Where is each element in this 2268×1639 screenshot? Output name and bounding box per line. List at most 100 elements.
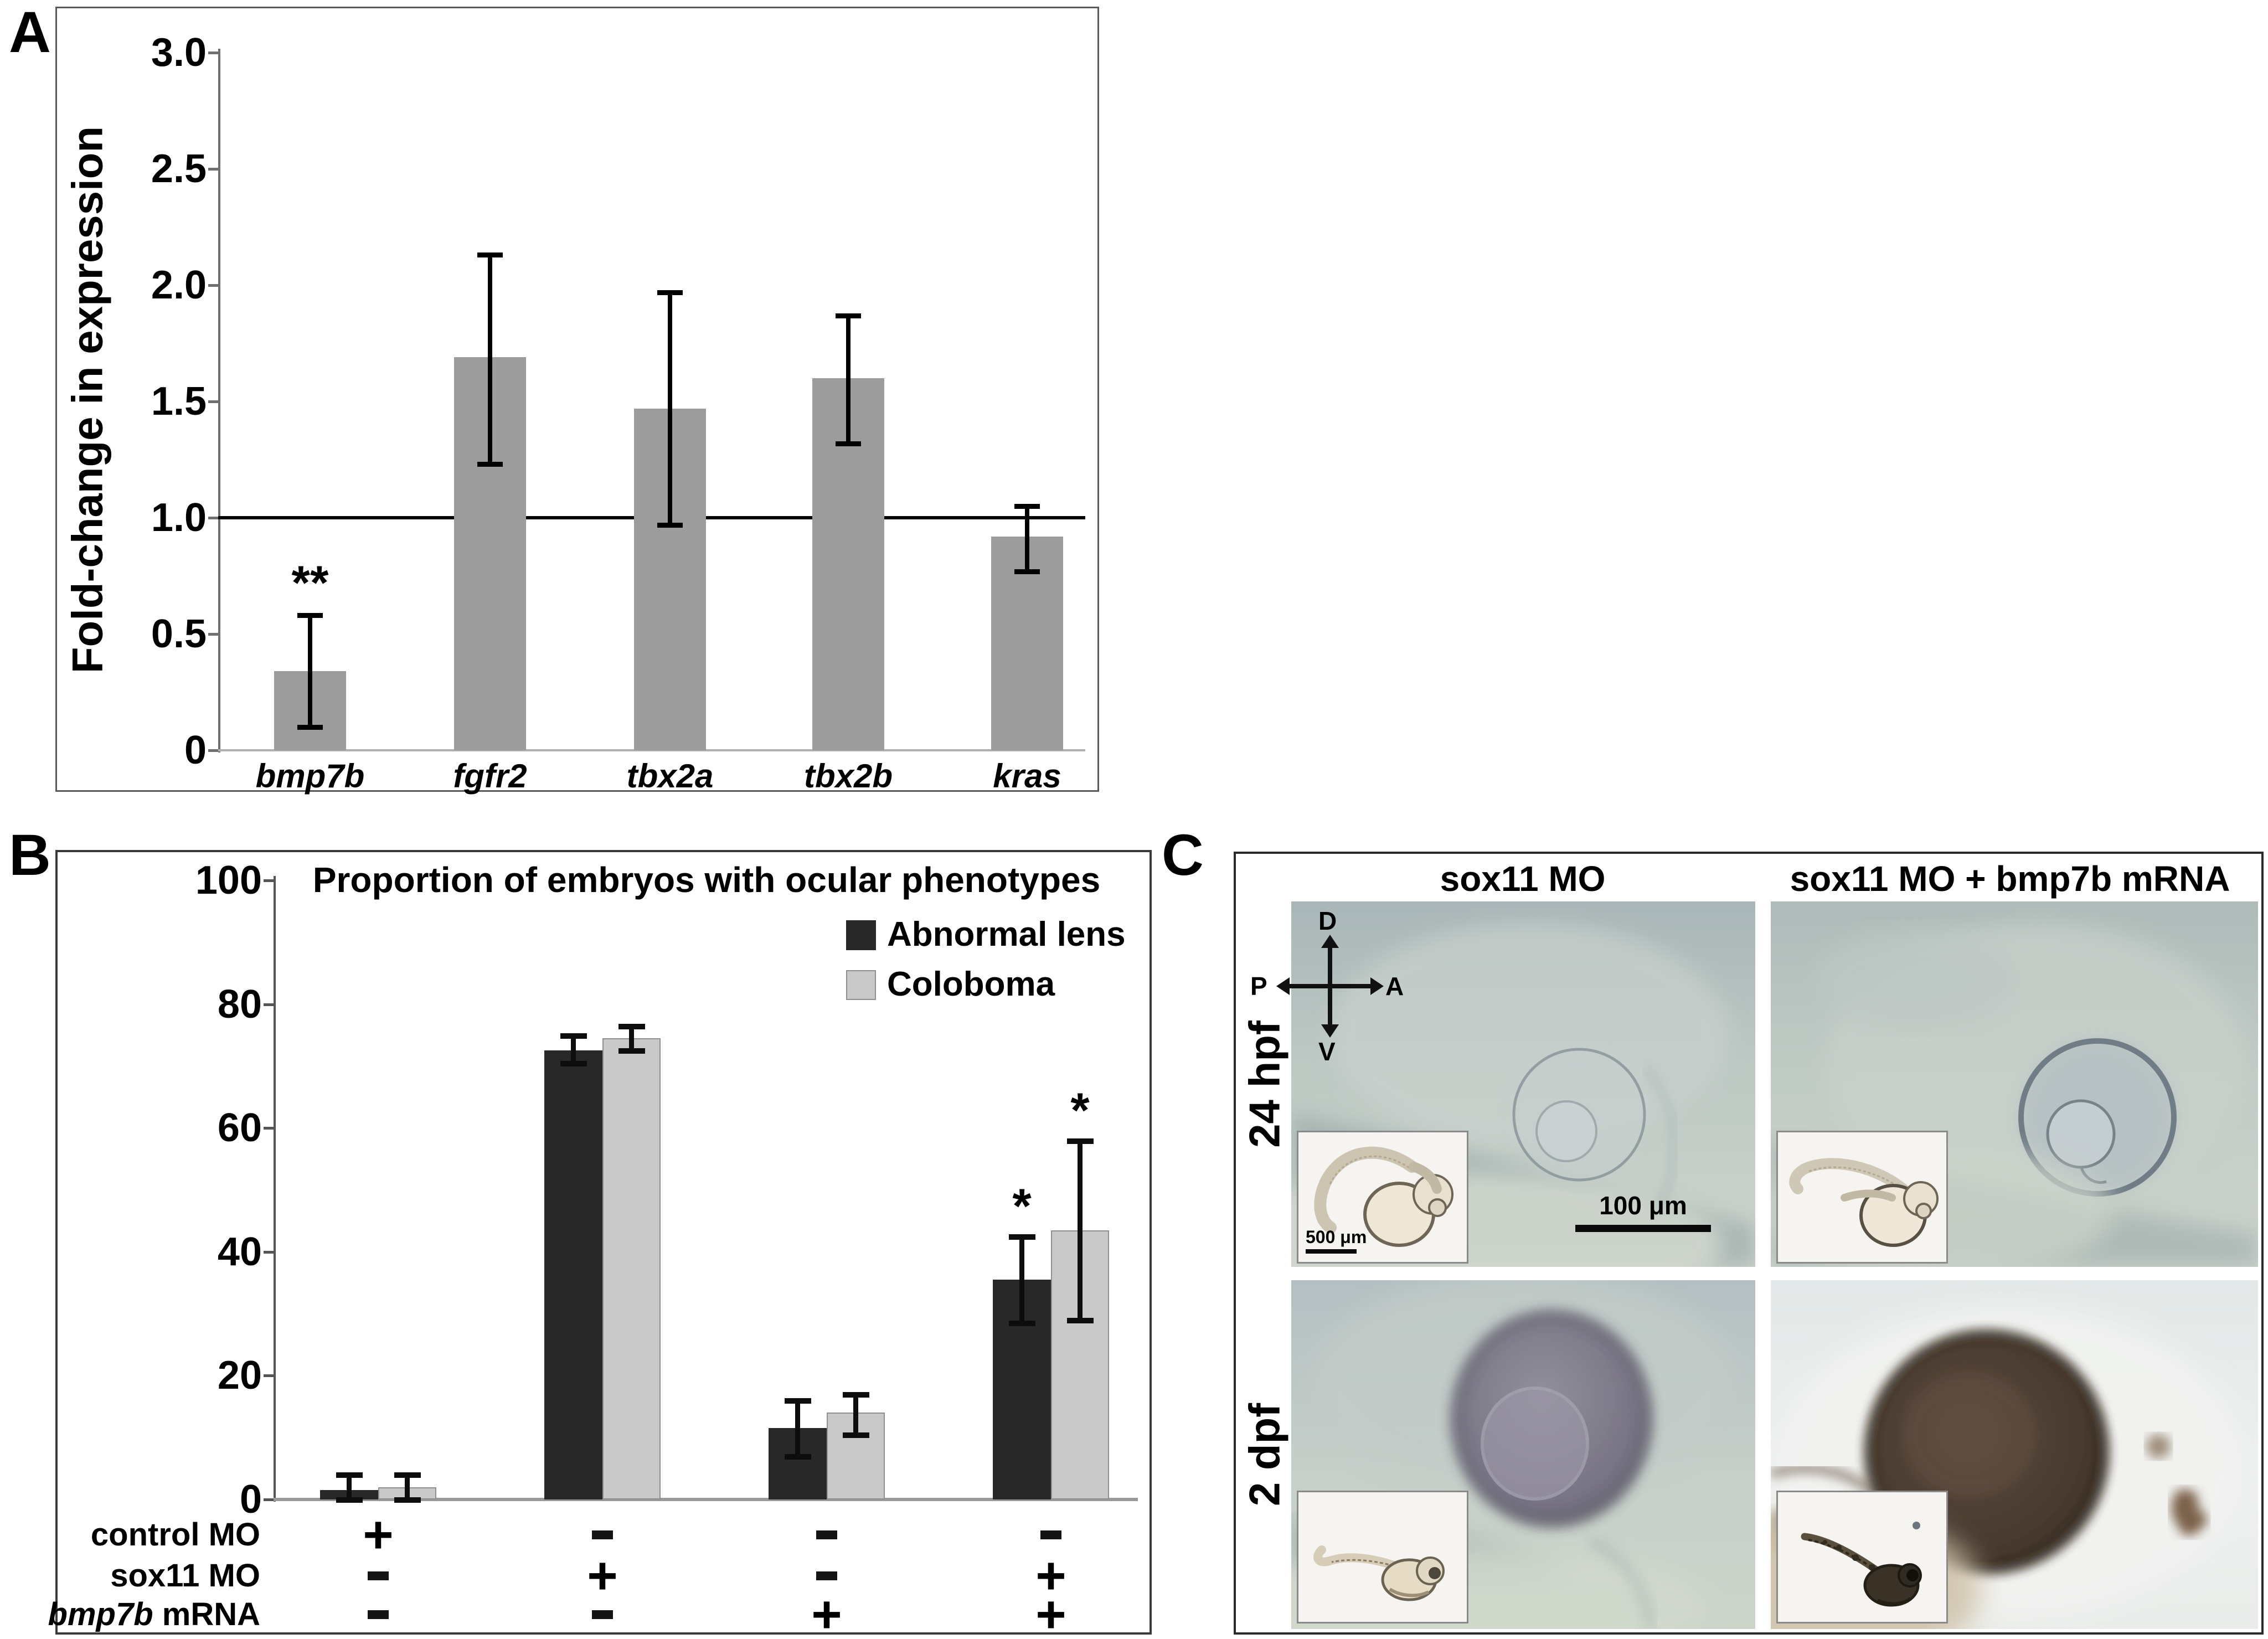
error-bar-tbx2a: [668, 292, 672, 525]
condition-row-label-italic: bmp7b: [48, 1596, 153, 1632]
error-cap-bottom-g2-s1: [618, 1048, 645, 1054]
compass-arrow-left-icon: [1276, 977, 1290, 995]
error-bar-g2-s0: [571, 1035, 576, 1063]
compass-arrow-right-icon: [1370, 977, 1384, 995]
panel-b-ytick-mark: [264, 1374, 274, 1378]
panel-b-ytick-label: 60: [217, 1106, 262, 1151]
bar-group2-coloboma: [602, 1038, 661, 1499]
condition-minus-g3-r1: [816, 1571, 837, 1580]
error-cap-bottom-g3-s1: [842, 1432, 869, 1438]
compass-arrow-up-icon: [1321, 935, 1339, 948]
error-cap-bottom-tbx2b: [836, 441, 861, 446]
compass-horizontal-line: [1288, 984, 1372, 988]
condition-plus-g4-r1: +: [1035, 1547, 1066, 1605]
error-cap-top-tbx2b: [836, 313, 861, 318]
panel-a-ytick-mark: [208, 749, 218, 752]
error-bar-g3-s1: [853, 1394, 858, 1435]
condition-minus-g2-r2: [592, 1610, 613, 1619]
error-bar-g3-s0: [795, 1400, 800, 1456]
panel-b-ytick-mark: [264, 1003, 274, 1006]
error-cap-bottom-g4-s1: [1066, 1317, 1094, 1323]
error-cap-bottom-kras: [1014, 569, 1040, 574]
condition-minus-g3-r0: [816, 1530, 837, 1539]
panel-a-ytick-mark: [208, 168, 218, 171]
condition-minus-g2-r0: [592, 1530, 613, 1539]
panel-a-ytick-mark: [208, 633, 218, 636]
significance-g4-s1: *: [1070, 1082, 1090, 1137]
scale-bar-500um-label: 500 μm: [1306, 1227, 1367, 1247]
error-bar-g2-s1: [629, 1025, 634, 1051]
panel-b-ytick-mark: [264, 879, 274, 882]
condition-row-label-2: bmp7b mRNA: [17, 1596, 260, 1633]
error-cap-top-g3-s0: [784, 1398, 811, 1404]
panel-b-ytick-label: 20: [217, 1353, 262, 1398]
legend-swatch-abnormal-lens: [846, 920, 876, 950]
compass-posterior-letter: P: [1250, 972, 1267, 1001]
error-cap-top-fgfr2: [477, 252, 503, 258]
panel-a-ytick-label: 3.0: [151, 30, 207, 75]
condition-minus-g1-r2: [368, 1610, 389, 1619]
xcat-label-tbx2a: tbx2a: [626, 757, 714, 795]
condition-row-label-text: control MO: [90, 1517, 260, 1553]
error-cap-bottom-bmp7b: [297, 725, 323, 730]
error-cap-bottom-g1-s1: [394, 1497, 421, 1503]
panel-b-y-axis: [274, 876, 276, 1502]
panel-b-title: Proportion of embryos with ocular phenot…: [312, 860, 1101, 900]
panel-a-ytick-mark: [208, 517, 218, 519]
error-bar-kras: [1025, 506, 1029, 571]
panel-a-ytick-mark: [208, 51, 218, 54]
panel-c-row-label-2dpf: 2 dpf: [1240, 1403, 1289, 1507]
error-bar-tbx2b: [846, 315, 850, 444]
panel-a-ytick-label: 1.5: [151, 379, 207, 424]
panel-b-ytick-mark: [264, 1498, 274, 1501]
panel-a-y-axis: [218, 49, 220, 753]
compass-dorsal-letter: D: [1318, 906, 1337, 935]
panel-b-x-baseline: [274, 1498, 1138, 1501]
error-cap-top-kras: [1014, 504, 1040, 509]
inset-embryo-sox11mo-bmp7b-24hpf: [1776, 1131, 1948, 1264]
condition-minus-g4-r0: [1040, 1530, 1061, 1539]
error-cap-top-g1-s0: [336, 1472, 363, 1478]
panel-a-frame: [55, 7, 1099, 792]
condition-row-label-text: sox11 MO: [110, 1558, 260, 1594]
error-cap-top-g2-s1: [618, 1023, 645, 1029]
error-cap-bottom-g2-s0: [560, 1060, 587, 1066]
compass-anterior-letter: A: [1385, 972, 1404, 1001]
error-cap-bottom-fgfr2: [477, 462, 503, 467]
panel-b-ytick-label: 100: [195, 858, 262, 903]
error-bar-g4-s0: [1019, 1236, 1024, 1323]
panel-a-label: A: [9, 0, 51, 65]
condition-plus-g2-r1: +: [587, 1547, 618, 1605]
panel-a-x-baseline: [218, 749, 1085, 751]
xcat-label-fgfr2: fgfr2: [453, 757, 527, 795]
inset-embryo-sox11mo-bmp7b-2dpf-image: [1801, 1522, 1922, 1607]
error-cap-top-g3-s1: [842, 1391, 869, 1398]
legend-label-abnormal-lens: Abnormal lens: [887, 915, 1126, 953]
error-bar-g1-s1: [405, 1475, 410, 1499]
panel-b-label: B: [9, 823, 51, 888]
legend-label-coloboma: Coloboma: [887, 965, 1055, 1003]
condition-plus-g4-r2: +: [1035, 1585, 1066, 1639]
error-cap-top-bmp7b: [297, 613, 323, 619]
xcat-label-bmp7b: bmp7b: [255, 757, 365, 795]
panel-b-ytick-label: 40: [217, 1229, 262, 1274]
condition-plus-g1-r0: +: [363, 1506, 394, 1564]
panel-b-ytick-label: 80: [217, 982, 262, 1027]
xcat-label-tbx2b: tbx2b: [803, 757, 893, 795]
panel-b-ytick-mark: [264, 1127, 274, 1130]
inset-embryo-sox11mo-2dpf: [1297, 1491, 1468, 1623]
condition-minus-g1-r1: [368, 1571, 389, 1580]
error-cap-top-tbx2a: [657, 290, 683, 295]
panel-b-ytick-mark: [264, 1250, 274, 1254]
inset-embryo-sox11mo-bmp7b-24hpf-image: [1789, 1158, 1939, 1247]
error-cap-top-g1-s1: [394, 1472, 421, 1478]
error-bar-g1-s0: [347, 1475, 352, 1499]
condition-row-label-1: sox11 MO: [17, 1557, 260, 1595]
error-cap-bottom-tbx2a: [657, 522, 683, 528]
significance-g4-s0: *: [1012, 1178, 1032, 1233]
inset-embryo-sox11mo-bmp7b-2dpf: [1776, 1491, 1948, 1623]
error-cap-bottom-g1-s0: [336, 1497, 363, 1503]
inset-embryo-sox11mo-2dpf-image: [1313, 1545, 1445, 1601]
condition-row-label-text: mRNA: [153, 1596, 260, 1632]
